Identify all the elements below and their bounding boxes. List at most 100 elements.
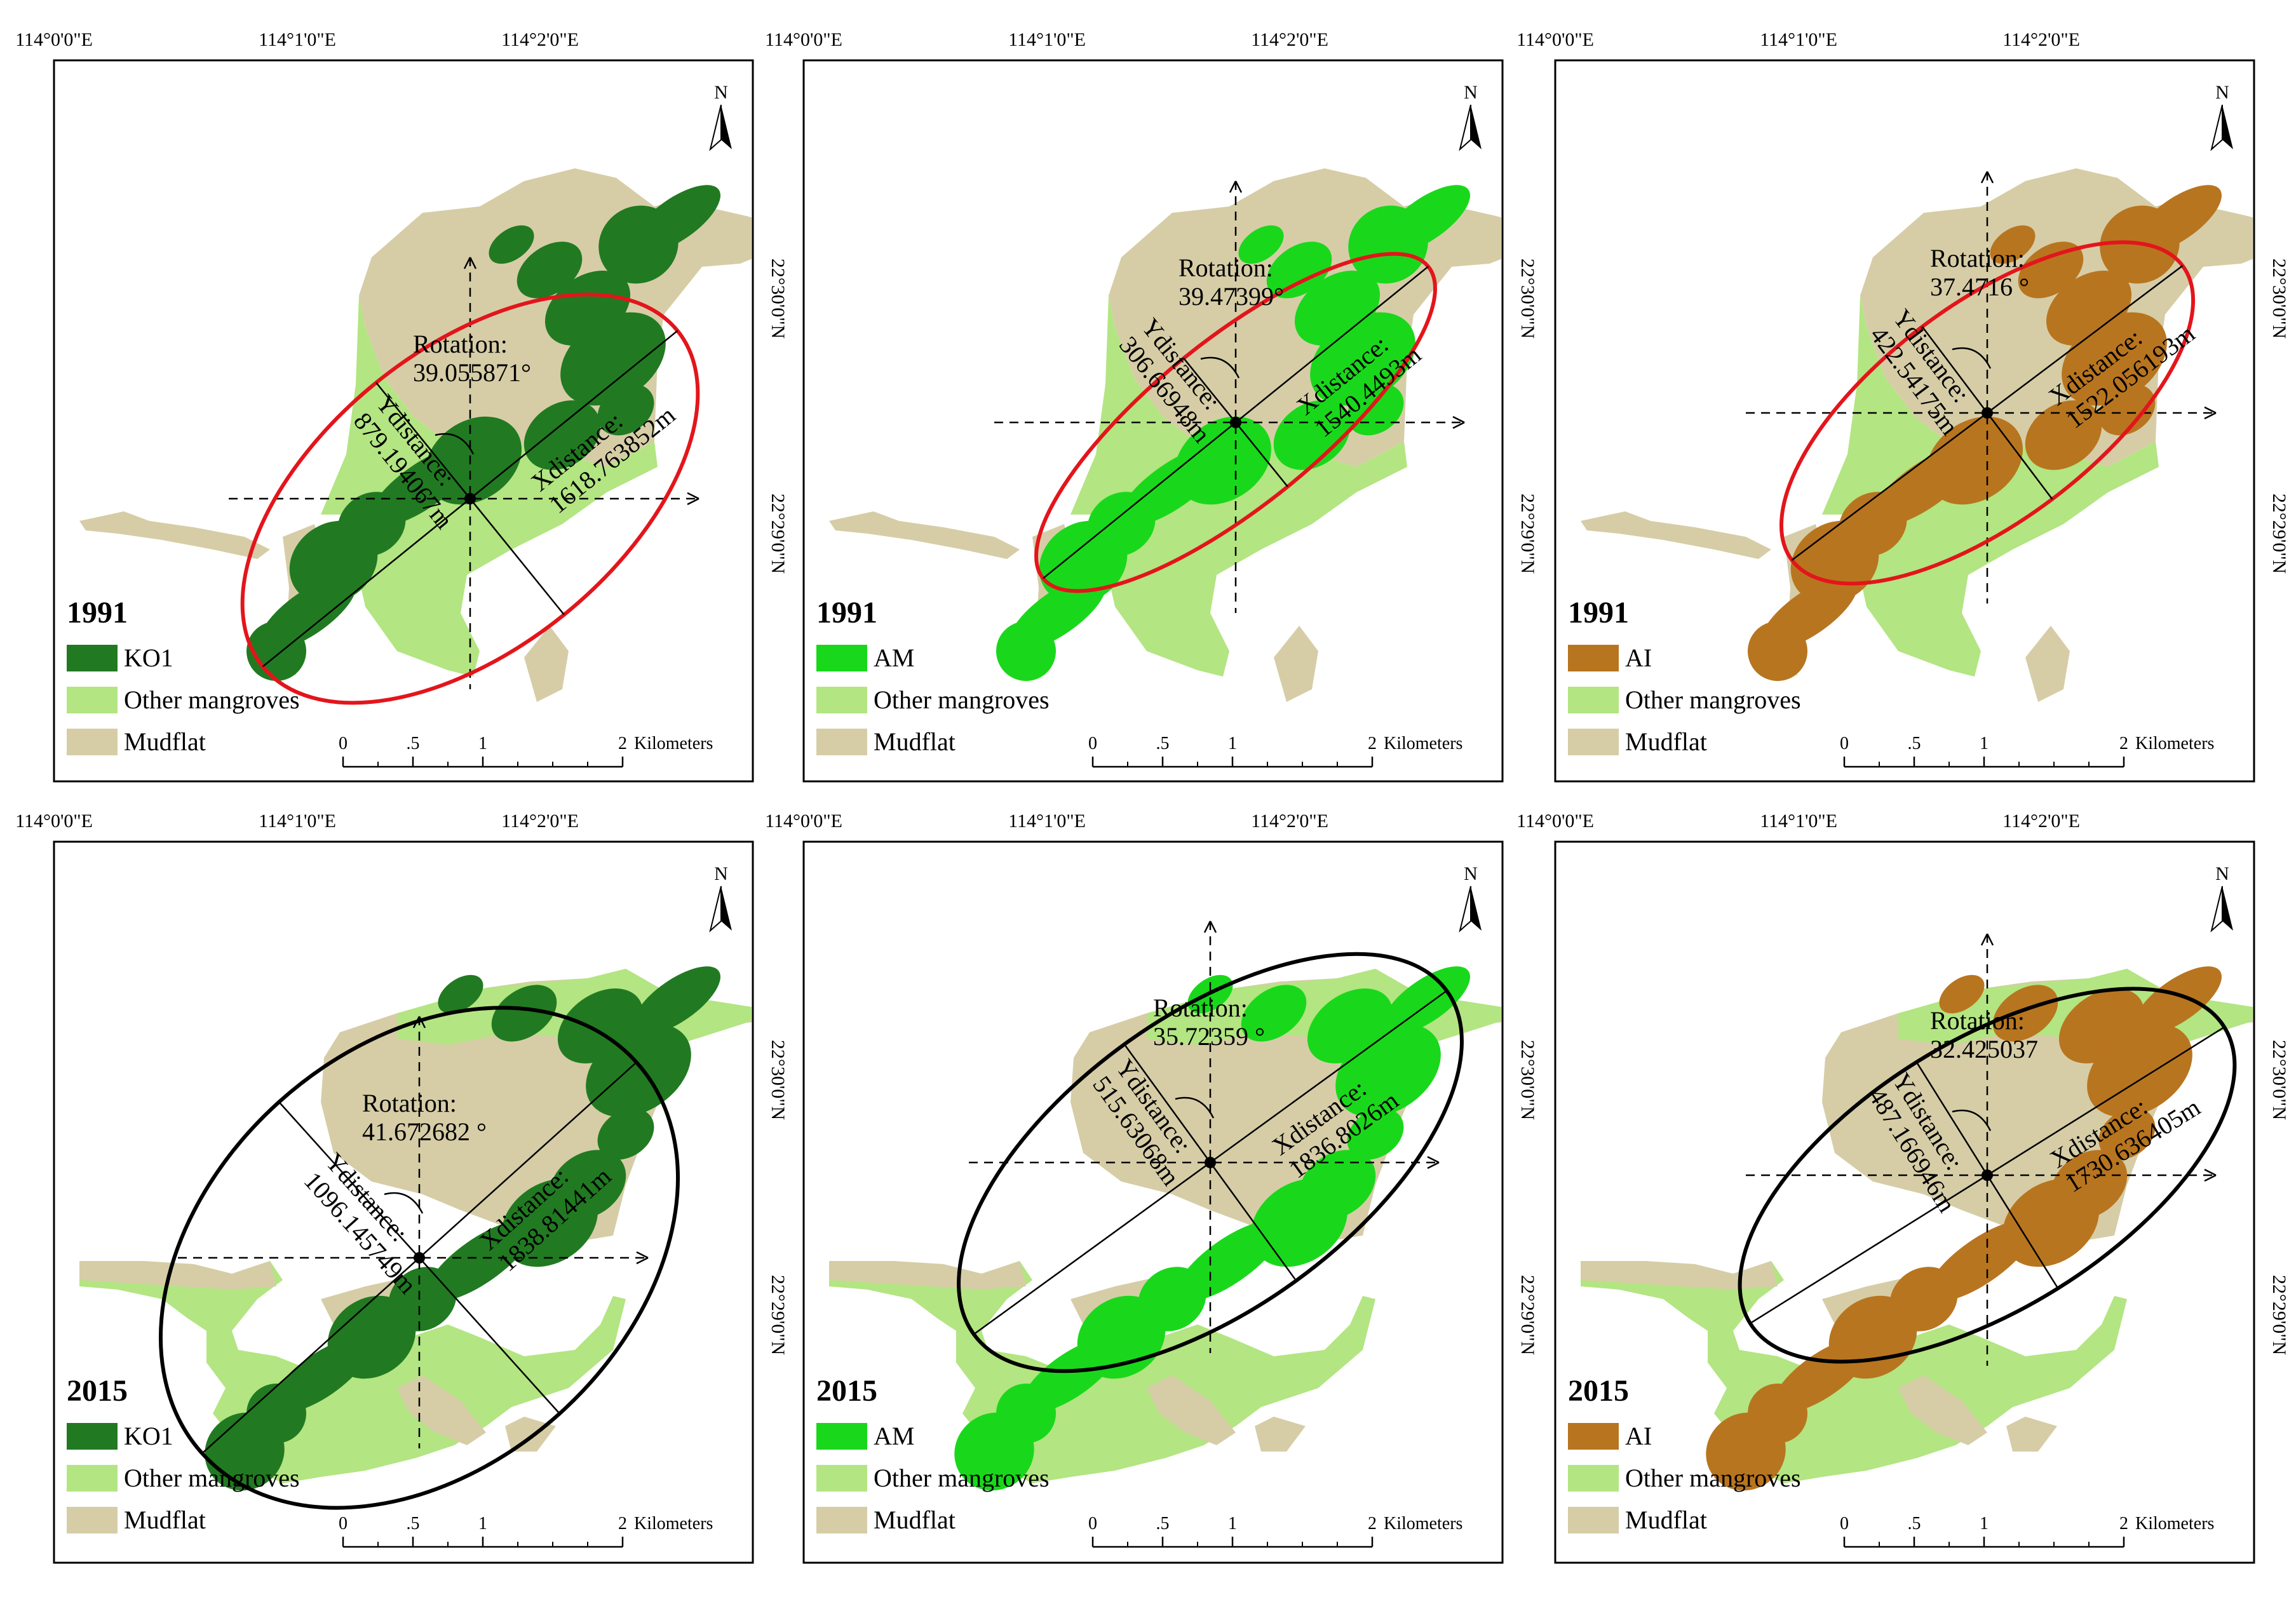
- legend-item-species: AI: [1625, 644, 1652, 672]
- legend-item-other-mangroves: Other mangroves: [124, 685, 300, 714]
- rotation-title: Rotation:: [1930, 1006, 2025, 1035]
- x-axis-arrow: [636, 1251, 649, 1265]
- year-label: 1991: [1568, 596, 1629, 630]
- latitude-label: 22°30'0"N: [767, 1040, 788, 1120]
- legend-swatch: [1568, 1465, 1619, 1492]
- species-patch: [517, 241, 583, 299]
- legend-item-species: KO1: [124, 1422, 173, 1450]
- map-panel-1991-ko1: 114°0'0"E 114°1'0"E 114°2'0"E Rotation:39.0…: [15, 29, 788, 783]
- scale-tick-label: 2: [618, 734, 627, 753]
- species-patch: [1238, 225, 1284, 264]
- species-patch: [2098, 1108, 2156, 1160]
- rotation-title: Rotation:: [1930, 244, 2025, 273]
- land-cover: [1581, 168, 2253, 702]
- x-axis-arrow: [1452, 415, 1465, 429]
- x-axis-arrow: [1427, 1156, 1440, 1169]
- legend-swatch: [67, 645, 118, 671]
- legend-swatch: [1568, 645, 1619, 671]
- scale-tick-label: 2: [2119, 1514, 2128, 1533]
- longitude-label: 114°2'0"E: [1251, 811, 1328, 832]
- year-label: 2015: [67, 1374, 128, 1408]
- rotation-arc: [384, 1192, 424, 1214]
- species-patch: [1382, 966, 1470, 1035]
- legend-item-mudflat: Mudflat: [1625, 1506, 1707, 1534]
- species-patches: [1706, 966, 2222, 1491]
- species-patch: [1939, 974, 1985, 1014]
- rotation-title: Rotation:: [413, 330, 508, 358]
- latitude-label: 22°30'0"N: [767, 259, 788, 339]
- scale-tick-label: 0: [339, 1514, 348, 1533]
- ellipse-center-point: [1982, 1169, 1993, 1181]
- ellipse-center-point: [464, 493, 476, 504]
- land-cover: [79, 168, 752, 702]
- scale-tick-label: .5: [1156, 1514, 1170, 1533]
- north-arrow-label: N: [1464, 82, 1478, 103]
- longitude-label: 114°0'0"E: [15, 29, 93, 50]
- map-panel-2015-ai: 114°0'0"E 114°1'0"E 114°2'0"E Rotation:32.4…: [1516, 811, 2290, 1564]
- legend-swatch: [816, 645, 867, 671]
- species-patches: [954, 966, 1470, 1491]
- north-arrow-label: N: [714, 863, 728, 884]
- legend-item-species: AM: [874, 644, 914, 672]
- rotation-arc: [1952, 1109, 1992, 1131]
- species-patch: [597, 384, 654, 436]
- legend: KO1 Other mangroves Mudflat: [67, 1422, 300, 1534]
- rotation-value: 39.055871°: [413, 358, 531, 387]
- legend-swatch: [67, 1465, 118, 1492]
- legend: KO1 Other mangroves Mudflat: [67, 644, 300, 756]
- ellipse-center-point: [1230, 417, 1241, 428]
- legend-item-other-mangroves: Other mangroves: [874, 1464, 1050, 1492]
- species-patch: [1748, 621, 1807, 681]
- species-patch: [586, 1023, 691, 1117]
- north-arrow-label: N: [2215, 863, 2229, 884]
- x-axis-arrow: [687, 492, 699, 506]
- land-cover: [829, 966, 1501, 1491]
- rotation-arc: [1952, 347, 1992, 369]
- species-patch: [954, 1412, 1034, 1491]
- latitude-label: 22°29'0"N: [2269, 494, 2290, 574]
- scale-unit: Kilometers: [2135, 1514, 2214, 1533]
- rotation-arc: [1175, 1096, 1215, 1119]
- scale-tick-label: 0: [1088, 1514, 1097, 1533]
- legend-swatch: [67, 1507, 118, 1533]
- longitude-label: 114°1'0"E: [1760, 811, 1837, 832]
- latitude-label: 22°29'0"N: [2269, 1275, 2290, 1355]
- y-axis-arrow: [1203, 920, 1217, 933]
- scale-tick-label: 1: [478, 1514, 487, 1533]
- rotation-title: Rotation:: [1153, 994, 1248, 1022]
- north-arrow-icon: [2222, 105, 2233, 149]
- ellipse-center-point: [1205, 1157, 1216, 1168]
- map-panel-1991-ai: 114°0'0"E 114°1'0"E 114°2'0"E Rotation:37.4…: [1516, 29, 2290, 783]
- species-patch: [2087, 1023, 2192, 1117]
- year-label: 1991: [67, 596, 128, 630]
- longitude-label: 114°1'0"E: [1008, 29, 1086, 50]
- legend: AM Other mangroves Mudflat: [816, 644, 1050, 756]
- scale-tick-label: .5: [1908, 734, 1921, 753]
- north-arrow-label: N: [714, 82, 728, 103]
- species-patch: [491, 985, 557, 1042]
- legend: AI Other mangroves Mudflat: [1568, 1422, 1801, 1534]
- map-panel-2015-ko1: 114°0'0"E 114°1'0"E 114°2'0"E Rotation:41.6…: [15, 811, 788, 1564]
- species-patch: [633, 966, 720, 1035]
- species-patch: [1706, 1412, 1786, 1491]
- species-patch: [2098, 384, 2156, 436]
- species-patch: [597, 1108, 654, 1160]
- legend-item-species: KO1: [124, 644, 173, 672]
- species-patches: [1748, 185, 2222, 681]
- rotation-arc: [435, 433, 475, 455]
- latitude-label: 22°29'0"N: [767, 494, 788, 574]
- scale-tick-label: .5: [1156, 734, 1170, 753]
- longitude-label: 114°2'0"E: [1251, 29, 1328, 50]
- map-panel-1991-am: 114°0'0"E 114°1'0"E 114°2'0"E Rotation:39.4…: [765, 29, 1538, 783]
- scale-unit: Kilometers: [634, 1514, 713, 1533]
- latitude-label: 22°30'0"N: [1517, 259, 1538, 339]
- species-patch: [2134, 966, 2222, 1035]
- scale-tick-label: 2: [618, 1514, 627, 1533]
- scale-tick-label: 0: [1840, 1514, 1849, 1533]
- legend-swatch: [67, 687, 118, 713]
- latitude-label: 22°30'0"N: [2269, 259, 2290, 339]
- legend-swatch: [816, 1465, 867, 1492]
- legend-swatch: [1568, 1507, 1619, 1533]
- north-arrow-icon: [721, 105, 732, 149]
